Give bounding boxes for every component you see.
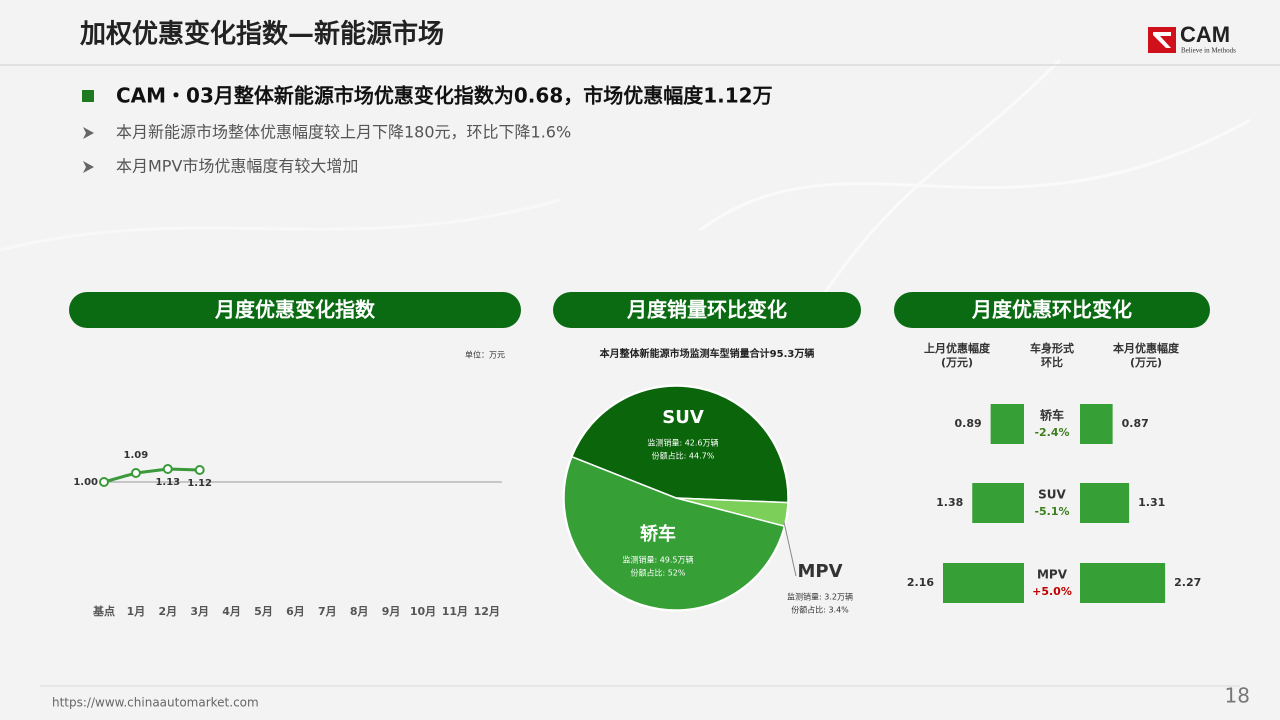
bullet: 本月新能源市场整体优惠幅度较上月下降180元，环比下降1.6% [116, 123, 571, 142]
x-tick-label: 6月 [286, 605, 305, 618]
data-label: 0.89 [954, 417, 981, 430]
slice-share: 份额占比: 3.4% [791, 605, 849, 615]
pie-slice [563, 455, 786, 611]
decor [818, 58, 1062, 301]
column-header: (万元) [941, 356, 973, 369]
panel-header [894, 292, 1210, 328]
page-number: 18 [1225, 684, 1250, 708]
panel-header [553, 292, 861, 328]
bar [1080, 483, 1130, 523]
column-header: (万元) [1130, 356, 1162, 369]
x-tick-label: 8月 [350, 605, 369, 618]
slice-sales: 监测销量: 3.2万辆 [787, 592, 853, 602]
panel-header [69, 292, 521, 328]
x-tick-label: 1月 [127, 605, 146, 618]
panel-title: 月度销量环比变化 [626, 298, 787, 322]
marker [194, 465, 205, 475]
data-label: 1.09 [124, 450, 149, 461]
decor [0, 198, 561, 252]
x-tick-label: 5月 [254, 605, 273, 618]
change-label: -5.1% [1034, 505, 1069, 518]
x-tick-label: 11月 [442, 605, 468, 618]
marker [99, 477, 109, 487]
marker [130, 468, 141, 478]
column-header: 本月优惠幅度 [1113, 341, 1180, 355]
line [103, 467, 200, 484]
panel-title: 月度优惠环比变化 [971, 298, 1132, 322]
change-label: +5.0% [1032, 585, 1072, 598]
panel-title: 月度优惠变化指数 [214, 298, 376, 322]
category-label: SUV [1038, 488, 1066, 502]
bullet-arrow [83, 127, 94, 139]
bar [1080, 563, 1166, 603]
column-header: 上月优惠幅度 [924, 341, 991, 355]
slice-name: MPV [797, 561, 842, 582]
slice-name: 轿车 [640, 523, 676, 545]
slice-share: 份额占比: 52% [630, 568, 685, 578]
logo-tagline: Believe in Methods [1181, 47, 1236, 55]
data-label: 1.38 [936, 496, 963, 509]
logo: CAM Believe in Methods [1148, 22, 1236, 55]
x-tick-label: 12月 [474, 605, 500, 618]
x-tick-label: 9月 [382, 605, 401, 618]
data-label: 1.31 [1138, 496, 1165, 509]
x-tick-label: 4月 [222, 605, 241, 618]
column-header: 环比 [1041, 355, 1063, 369]
marker [162, 464, 173, 474]
slice-share: 份额占比: 44.7% [652, 451, 715, 461]
column-header: 车身形式 [1030, 341, 1074, 355]
chart-subtitle: 本月整体新能源市场监测车型销量合计95.3万辆 [600, 347, 815, 360]
decor [699, 118, 1251, 232]
x-tick-label: 基点 [92, 604, 115, 618]
slide-title: 加权优惠变化指数—新能源市场 [80, 19, 444, 50]
slice-name: SUV [662, 407, 704, 428]
x-tick-label: 10月 [410, 605, 436, 618]
x-tick-label: 7月 [318, 605, 337, 618]
bar [1080, 404, 1113, 444]
bar [990, 404, 1024, 444]
category-label: 轿车 [1040, 408, 1064, 423]
footer-url: https://www.chinaautomarket.com [52, 696, 259, 710]
x-tick-label: 3月 [190, 605, 209, 618]
logo-text: CAM [1180, 22, 1230, 47]
x-tick-label: 2月 [158, 605, 177, 618]
category-label: MPV [1037, 568, 1068, 582]
slice-sales: 监测销量: 42.6万辆 [647, 438, 718, 448]
data-label: 1.13 [155, 477, 180, 488]
data-label: 0.87 [1122, 417, 1149, 430]
pie-slice [570, 385, 789, 504]
slice-sales: 监测销量: 49.5万辆 [622, 555, 693, 565]
bar [972, 483, 1024, 523]
bar [943, 563, 1024, 603]
headline-marker [82, 90, 94, 102]
data-label: 2.16 [907, 576, 934, 589]
logo-mark [1153, 32, 1171, 48]
unit-label: 单位：万元 [465, 350, 505, 360]
leader-line [783, 521, 797, 577]
data-label: 1.00 [73, 477, 98, 488]
bullet-arrow [83, 161, 94, 173]
data-label: 2.27 [1174, 576, 1201, 589]
change-label: -2.4% [1034, 426, 1069, 439]
data-label: 1.12 [187, 478, 212, 489]
headline: CAM・03月整体新能源市场优惠变化指数为0.68，市场优惠幅度1.12万 [116, 84, 773, 108]
bullet: 本月MPV市场优惠幅度有较大增加 [116, 157, 358, 176]
